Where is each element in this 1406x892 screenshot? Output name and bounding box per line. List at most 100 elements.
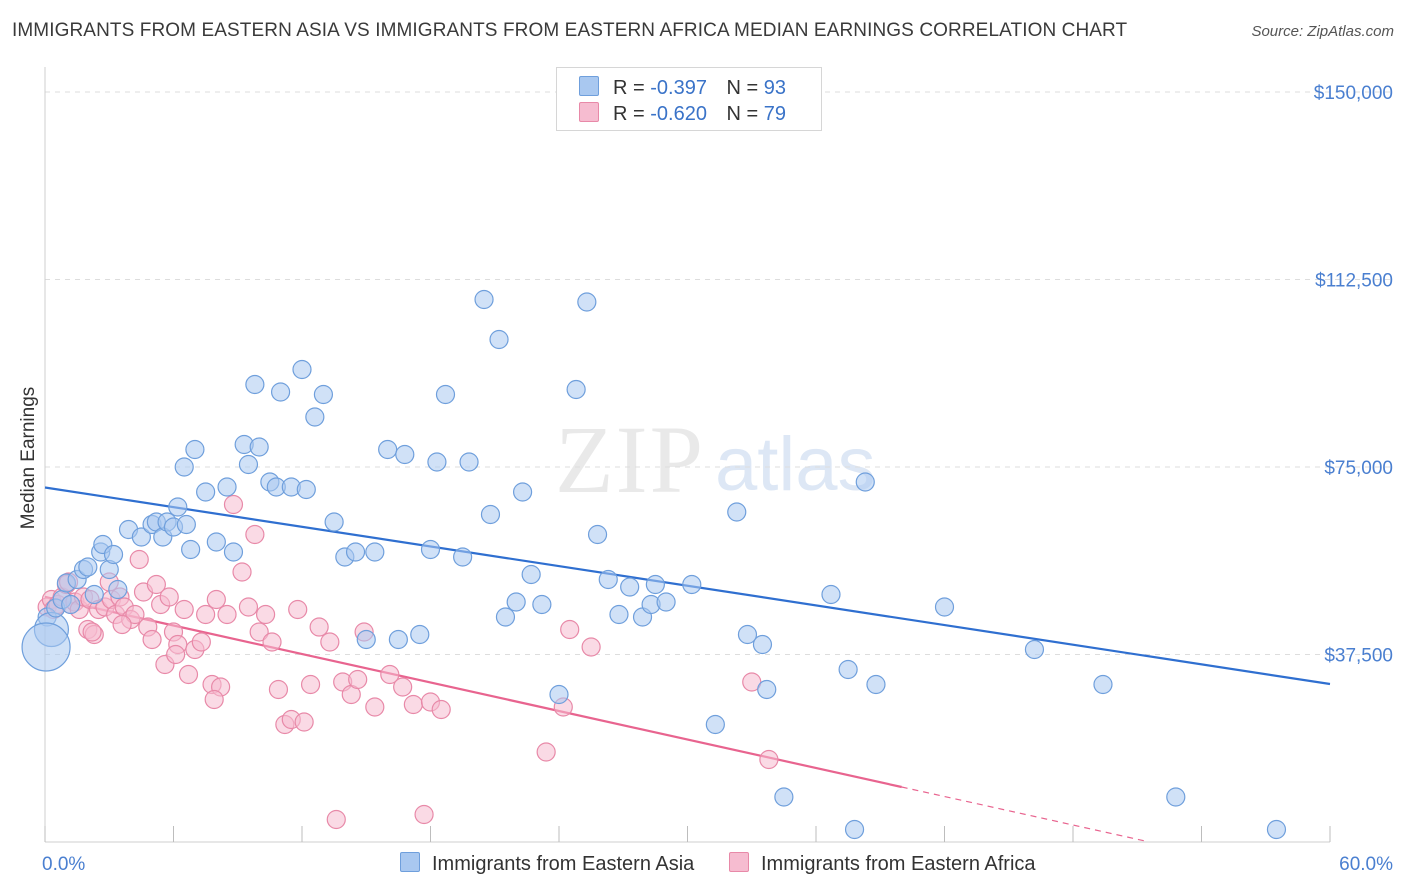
legend-r-label: R = bbox=[613, 77, 645, 99]
y-tick-label: $37,500 bbox=[1324, 646, 1393, 667]
data-point-eastern-asia bbox=[609, 604, 629, 625]
data-point-eastern-africa bbox=[178, 664, 199, 685]
data-point-eastern-asia bbox=[103, 544, 124, 565]
data-point-eastern-africa bbox=[125, 604, 145, 625]
data-point-eastern-asia bbox=[587, 524, 608, 545]
data-point-eastern-africa bbox=[262, 632, 282, 652]
data-point-eastern-asia bbox=[566, 379, 586, 400]
data-point-eastern-africa bbox=[196, 604, 216, 625]
data-point-eastern-africa bbox=[393, 677, 413, 697]
data-point-eastern-asia bbox=[705, 714, 725, 735]
data-point-eastern-asia bbox=[217, 477, 237, 497]
data-point-eastern-asia bbox=[727, 502, 747, 522]
legend-row-eastern-asia: R = -0.397 N = 93 bbox=[579, 76, 786, 102]
data-point-eastern-africa bbox=[255, 604, 276, 625]
data-point-eastern-africa bbox=[403, 694, 423, 715]
gridlines bbox=[45, 91, 1395, 655]
data-point-eastern-asia bbox=[656, 592, 676, 612]
data-point-eastern-asia bbox=[506, 592, 526, 612]
data-point-eastern-asia bbox=[324, 512, 344, 532]
data-point-eastern-africa bbox=[288, 599, 308, 620]
legend-n-label: N = bbox=[726, 77, 759, 99]
data-point-eastern-africa bbox=[82, 622, 102, 642]
data-point-eastern-asia bbox=[577, 292, 597, 312]
data-point-eastern-asia bbox=[345, 542, 366, 562]
data-point-eastern-asia bbox=[305, 407, 325, 427]
data-point-eastern-africa bbox=[294, 712, 314, 732]
legend-r-value: -0.397 bbox=[650, 77, 707, 99]
data-point-eastern-africa bbox=[217, 604, 237, 625]
data-point-eastern-asia bbox=[78, 557, 98, 577]
data-point-eastern-asia bbox=[620, 577, 640, 597]
x-tick-label-min: 0.0% bbox=[42, 854, 85, 875]
x-tick-label-max: 60.0% bbox=[1339, 854, 1393, 875]
data-point-eastern-asia bbox=[176, 514, 196, 535]
data-point-eastern-africa bbox=[326, 809, 346, 830]
data-point-eastern-africa bbox=[206, 589, 226, 610]
legend-r-value: -0.620 bbox=[650, 103, 707, 125]
legend-r-label: R = bbox=[613, 103, 645, 125]
data-point-eastern-asia bbox=[21, 622, 71, 672]
data-point-eastern-asia bbox=[245, 374, 265, 395]
legend-n-value: 93 bbox=[763, 77, 787, 99]
source-label: Source: ZipAtlas.com bbox=[1251, 23, 1394, 40]
chart-title: IMMIGRANTS FROM EASTERN ASIA VS IMMIGRAN… bbox=[12, 20, 1128, 41]
data-point-eastern-asia bbox=[395, 444, 415, 465]
bottom-legend-eastern-africa: Immigrants from Eastern Africa bbox=[729, 852, 1036, 876]
y-tick-label: $150,000 bbox=[1314, 83, 1393, 104]
data-point-eastern-asia bbox=[737, 624, 758, 645]
y-axis-label: Median Earnings bbox=[18, 387, 39, 530]
data-point-eastern-asia bbox=[855, 472, 875, 492]
trendline-eastern-africa-extension bbox=[901, 786, 1149, 843]
data-point-eastern-asia bbox=[774, 787, 794, 807]
data-point-eastern-asia bbox=[598, 569, 618, 590]
data-point-eastern-africa bbox=[560, 619, 580, 640]
data-point-eastern-asia bbox=[752, 634, 773, 655]
data-point-eastern-asia bbox=[270, 382, 291, 402]
data-point-eastern-asia bbox=[532, 594, 552, 615]
data-point-eastern-asia bbox=[313, 384, 334, 405]
data-point-eastern-africa bbox=[129, 549, 149, 570]
data-point-eastern-asia bbox=[866, 674, 886, 695]
data-point-eastern-africa bbox=[146, 574, 166, 595]
data-point-eastern-africa bbox=[581, 637, 601, 657]
legend-swatch-pink bbox=[579, 102, 599, 122]
data-point-eastern-africa bbox=[300, 674, 321, 695]
data-point-eastern-asia bbox=[181, 539, 201, 560]
data-point-eastern-africa bbox=[249, 622, 269, 642]
data-point-eastern-africa bbox=[414, 804, 434, 825]
data-point-eastern-asia bbox=[474, 289, 494, 310]
data-point-eastern-asia bbox=[249, 437, 269, 457]
watermark: ZIP atlas bbox=[555, 406, 876, 513]
legend-swatch-blue bbox=[579, 76, 599, 96]
data-point-eastern-asia bbox=[61, 594, 81, 615]
data-point-eastern-africa bbox=[431, 699, 451, 720]
data-point-eastern-asia bbox=[844, 819, 865, 840]
bottom-legend-eastern-asia: Immigrants from Eastern Asia bbox=[400, 852, 694, 876]
data-point-eastern-asia bbox=[1093, 674, 1113, 695]
bottom-legend-label: Immigrants from Eastern Asia bbox=[432, 853, 695, 875]
data-point-eastern-africa bbox=[142, 629, 162, 650]
data-point-eastern-asia bbox=[378, 439, 398, 460]
legend-row-eastern-africa: R = -0.620 N = 79 bbox=[579, 102, 786, 128]
data-point-eastern-asia bbox=[495, 607, 516, 627]
trendline-eastern-africa bbox=[44, 595, 902, 789]
data-point-eastern-asia bbox=[682, 574, 702, 595]
data-point-eastern-africa bbox=[380, 664, 400, 685]
watermark-zip: ZIP bbox=[555, 406, 705, 513]
data-point-eastern-africa bbox=[268, 679, 289, 700]
data-point-eastern-africa bbox=[536, 742, 556, 762]
trend-lines bbox=[44, 486, 1331, 843]
bottom-legend-swatch-pink bbox=[729, 852, 749, 872]
data-point-eastern-asia bbox=[420, 539, 441, 560]
data-point-eastern-asia bbox=[512, 482, 533, 502]
data-point-eastern-asia bbox=[645, 574, 665, 595]
data-point-eastern-asia bbox=[435, 384, 456, 405]
data-point-eastern-asia bbox=[427, 452, 447, 472]
y-tick-label: $112,500 bbox=[1315, 271, 1393, 292]
data-point-eastern-asia bbox=[174, 457, 194, 477]
data-point-eastern-asia bbox=[206, 532, 226, 552]
data-point-eastern-asia bbox=[1024, 639, 1045, 660]
data-point-eastern-asia bbox=[388, 629, 408, 650]
